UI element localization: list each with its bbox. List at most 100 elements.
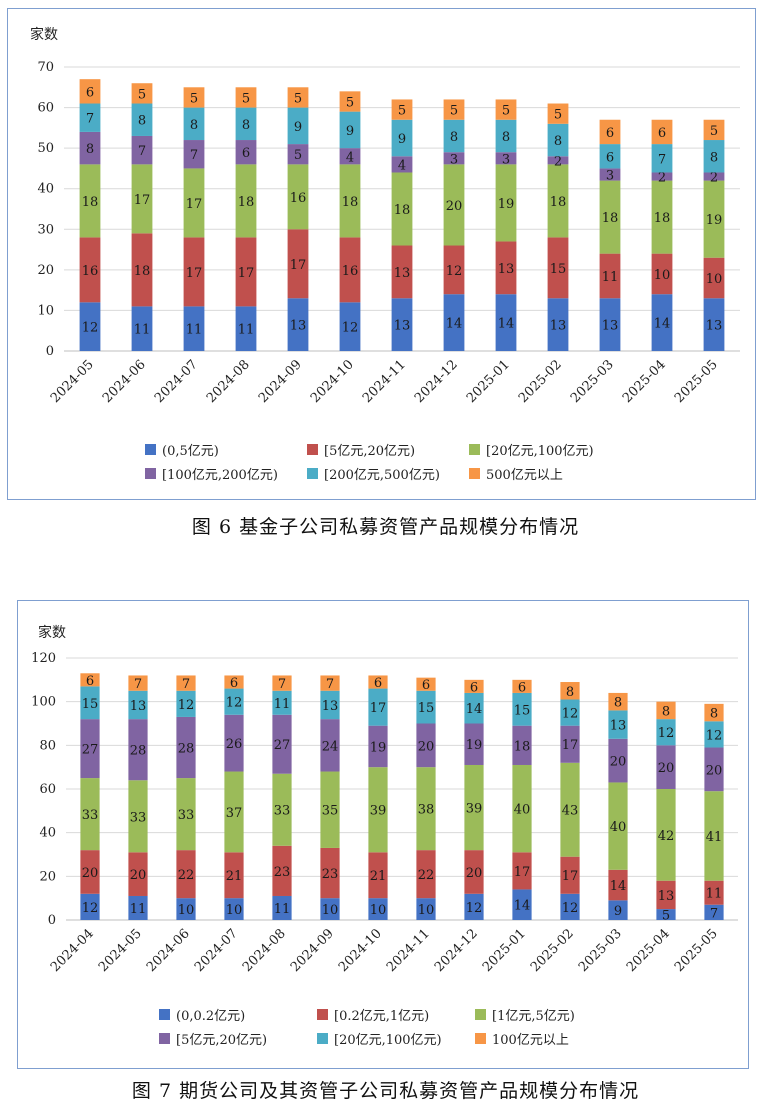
bar-segment [287,107,309,145]
bar-segment [235,306,257,351]
bar-segment [339,91,361,112]
bar-segment [443,245,465,295]
bar-segment [176,778,196,851]
data-label: 15 [82,697,99,712]
data-label: 13 [602,319,619,334]
data-label: 15 [514,703,531,718]
data-label: 6 [518,680,526,695]
bar-segment [224,771,244,853]
bar-segment [464,723,484,765]
data-label: 8 [86,142,94,157]
y-tick-label: 100 [31,695,56,710]
data-label: 5 [294,148,302,163]
data-label: 10 [178,903,195,918]
data-label: 21 [226,869,243,884]
bar-segment [339,148,361,165]
data-label: 8 [566,685,574,700]
data-label: 17 [134,193,151,208]
data-label: 19 [498,197,515,212]
bar-segment [391,119,413,157]
data-label: 28 [178,742,195,757]
data-label: 13 [394,319,411,334]
data-label: 2 [554,154,562,169]
y-tick-label: 30 [37,222,54,237]
data-label: 6 [230,676,238,691]
data-label: 33 [130,810,147,825]
data-label: 10 [706,272,723,287]
x-tick-label: 2024-09 [288,926,337,975]
x-tick-label: 2025-05 [672,357,721,406]
y-tick-label: 0 [48,913,56,928]
data-label: 6 [374,676,382,691]
data-label: 10 [654,268,671,283]
data-label: 40 [610,820,627,835]
bar-segment [183,168,205,238]
data-label: 4 [398,158,406,173]
data-label: 17 [562,738,579,753]
x-tick-label: 2025-04 [620,357,669,406]
data-label: 8 [554,134,562,149]
data-label: 5 [138,87,146,102]
data-label: 22 [178,868,195,883]
data-label: 14 [466,702,483,717]
bar-segment [183,140,205,169]
x-tick-label: 2025-01 [464,357,513,406]
chart-panel-fig7: 家数 0 20 40 60 80 100 120 12 20 33 27 15 6 2024-04 11 20 3… [17,600,749,1069]
data-label: 13 [130,699,147,714]
bar-segment [176,850,196,899]
bar-segment [560,762,580,857]
bar-segment [416,767,436,851]
bar-segment [339,164,361,238]
bar-segment [547,123,569,157]
data-label: 22 [418,868,435,883]
data-label: 20 [130,868,147,883]
bar-segment [183,237,205,307]
bar-segment [599,180,621,254]
data-label: 13 [706,319,723,334]
data-label: 33 [274,804,291,819]
data-label: 38 [418,803,435,818]
legend-swatch [159,1009,170,1020]
bar-segment [464,764,484,851]
data-label: 9 [346,124,354,139]
data-label: 6 [606,126,614,141]
data-label: 17 [290,258,307,273]
data-label: 5 [450,104,458,119]
bar-segment [339,111,361,149]
data-label: 8 [190,118,198,133]
data-label: 37 [226,806,243,821]
bar-segment [608,738,628,783]
legend-label: [5亿元,20亿元) [324,444,416,459]
bar-segment [443,294,465,351]
y-tick-label: 0 [46,344,54,359]
bar-segment [131,233,153,307]
bar-segment [131,103,153,136]
data-label: 18 [550,195,567,210]
bar-segment [235,164,257,238]
legend-swatch [145,444,156,455]
legend-label: [20亿元,100亿元) [334,1033,442,1048]
bar-segment [608,869,628,901]
data-label: 16 [342,264,359,279]
data-label: 15 [550,262,567,277]
bar-segment [512,852,532,890]
bar-segment [391,172,413,246]
data-label: 18 [82,195,99,210]
data-label: 14 [446,317,463,332]
bar-segment [287,298,309,351]
x-tick-label: 2024-11 [384,926,433,975]
bar-segment [512,692,532,726]
x-tick-label: 2024-04 [48,926,97,975]
x-tick-label: 2024-05 [96,926,145,975]
data-label: 27 [274,738,291,753]
chart-fig7: 家数 0 20 40 60 80 100 120 12 20 33 27 15 6 2024-04 11 20 3… [31,624,738,975]
caption-fig6: 图 6 基金子公司私募资管产品规模分布情况 [191,516,580,538]
legend-swatch [307,444,318,455]
data-label: 6 [242,146,250,161]
data-label: 9 [294,120,302,135]
x-tick-label: 2024-07 [192,926,241,975]
bar-segment [235,87,257,108]
y-tick-label: 20 [39,869,56,884]
bar-segment [391,156,413,173]
data-label: 3 [606,169,614,184]
